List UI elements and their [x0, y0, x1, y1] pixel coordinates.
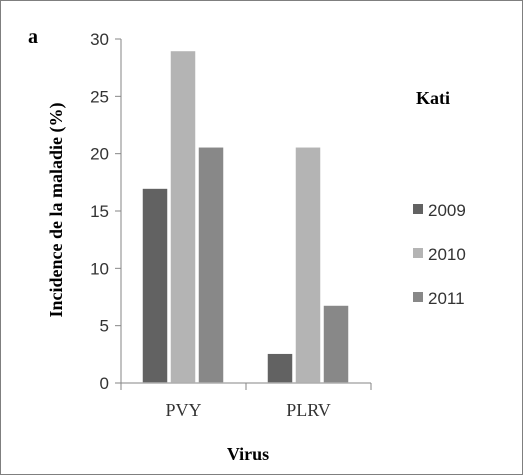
- bar-pvy-2011: [197, 146, 225, 384]
- legend-label-2011: 2011: [428, 289, 465, 308]
- bar-pvy-2009: [141, 187, 169, 384]
- y-tick-label: 10: [90, 259, 109, 278]
- legend-swatch-2011: [413, 292, 423, 302]
- legend-swatch-2009: [413, 204, 423, 214]
- y-tick-label: 30: [90, 30, 109, 49]
- x-tick-label-plrv: PLRV: [286, 400, 331, 420]
- bar-pvy-2010: [169, 49, 197, 384]
- x-axis-label: Virus: [227, 444, 269, 464]
- bar-plrv-2009: [266, 352, 294, 384]
- legend-label-2010: 2010: [428, 245, 466, 264]
- legend: 2009 2010 2011: [413, 201, 466, 308]
- axes-group: 0 5 10 15 20 25 30 PVY PLRV: [90, 30, 372, 420]
- legend-swatch-2010: [413, 248, 423, 258]
- bar-plrv-2010: [294, 146, 322, 384]
- legend-label-2009: 2009: [428, 201, 466, 220]
- panel-letter: a: [28, 26, 38, 48]
- bar-plrv-2011: [322, 304, 350, 384]
- y-tick-label: 0: [100, 374, 109, 393]
- y-tick-label: 20: [90, 145, 109, 164]
- y-tick-label: 15: [90, 202, 109, 221]
- y-tick-label: 25: [90, 87, 109, 106]
- y-tick-label: 5: [100, 317, 109, 336]
- bars-group: [141, 49, 350, 384]
- x-tick-label-pvy: PVY: [165, 400, 201, 420]
- chart-title: Kati: [416, 88, 450, 108]
- y-axis-label: Incidence de la maladie (%): [46, 103, 67, 318]
